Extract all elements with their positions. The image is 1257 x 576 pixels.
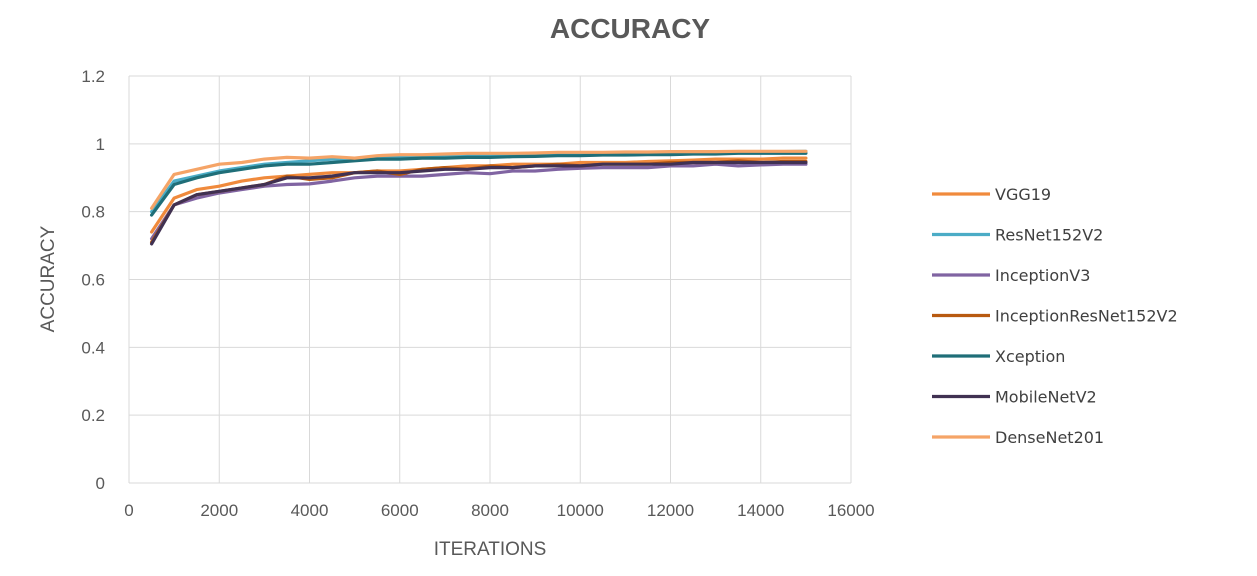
x-tick-label: 12000 [647, 501, 694, 520]
legend-label-densenet201: DenseNet201 [995, 428, 1104, 447]
legend: VGG19 ResNet152V2 InceptionV3 InceptionResN… [932, 185, 1178, 447]
gridlines [128, 75, 852, 484]
series-line-xception [150, 151, 808, 217]
series-lines [150, 149, 808, 246]
y-tick-label: 0.6 [81, 271, 105, 290]
y-tick-label: 1 [96, 135, 105, 154]
series-line-densenet201 [150, 149, 808, 210]
x-tick-label: 2000 [200, 501, 238, 520]
y-tick-label: 1.2 [81, 67, 105, 86]
legend-label-inceptionv3: InceptionV3 [995, 266, 1090, 285]
series-line-inceptionv3 [150, 162, 808, 241]
x-tick-label: 16000 [827, 501, 874, 520]
y-tick-label: 0 [96, 474, 105, 493]
y-tick-label: 0.8 [81, 203, 105, 222]
series-line-mobilenetv2 [150, 160, 808, 246]
y-axis-title: ACCURACY [38, 225, 59, 332]
chart-title: ACCURACY [550, 13, 711, 44]
legend-label-inceptionresnet152v2: InceptionResNet152V2 [995, 307, 1178, 326]
legend-label-resnet152v2: ResNet152V2 [995, 226, 1103, 245]
y-tick-label: 0.2 [81, 406, 105, 425]
x-tick-label: 10000 [557, 501, 604, 520]
x-tick-label: 14000 [737, 501, 784, 520]
x-tick-label: 4000 [291, 501, 329, 520]
legend-label-xception: Xception [995, 347, 1065, 366]
series-line-vgg19 [150, 156, 808, 234]
legend-label-vgg19: VGG19 [995, 185, 1051, 204]
y-tick-label: 0.4 [81, 338, 105, 357]
x-tick-label: 8000 [471, 501, 509, 520]
x-axis-title: ITERATIONS [434, 539, 547, 560]
x-tick-label: 0 [124, 501, 133, 520]
x-axis-tick-labels: 0 2000 4000 6000 8000 10000 12000 14000 16000 [124, 501, 874, 520]
y-axis-tick-labels: 0 0.2 0.4 0.6 0.8 1 1.2 [81, 67, 105, 493]
x-tick-label: 6000 [381, 501, 419, 520]
legend-label-mobilenetv2: MobileNetV2 [995, 388, 1097, 407]
